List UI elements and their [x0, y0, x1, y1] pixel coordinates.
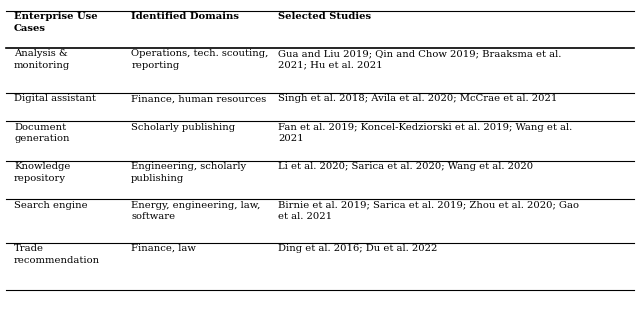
Text: Finance, human resources: Finance, human resources [131, 94, 266, 103]
Text: Engineering, scholarly
publishing: Engineering, scholarly publishing [131, 162, 246, 183]
Text: Fan et al. 2019; Koncel-Kedziorski et al. 2019; Wang et al.
2021: Fan et al. 2019; Koncel-Kedziorski et al… [278, 123, 573, 143]
Text: Analysis &
monitoring: Analysis & monitoring [14, 49, 70, 70]
Text: Enterprise Use
Cases: Enterprise Use Cases [14, 12, 98, 33]
Text: Digital assistant: Digital assistant [14, 94, 96, 103]
Text: Knowledge
repository: Knowledge repository [14, 162, 70, 183]
Text: Operations, tech. scouting,
reporting: Operations, tech. scouting, reporting [131, 49, 269, 70]
Text: Finance, law: Finance, law [131, 244, 196, 253]
Text: Ding et al. 2016; Du et al. 2022: Ding et al. 2016; Du et al. 2022 [278, 244, 438, 253]
Text: Singh et al. 2018; Avila et al. 2020; McCrae et al. 2021: Singh et al. 2018; Avila et al. 2020; Mc… [278, 94, 558, 103]
Text: Selected Studies: Selected Studies [278, 12, 372, 21]
Text: Scholarly publishing: Scholarly publishing [131, 123, 236, 132]
Text: Li et al. 2020; Sarica et al. 2020; Wang et al. 2020: Li et al. 2020; Sarica et al. 2020; Wang… [278, 162, 534, 171]
Text: Gua and Liu 2019; Qin and Chow 2019; Braaksma et al.
2021; Hu et al. 2021: Gua and Liu 2019; Qin and Chow 2019; Bra… [278, 49, 562, 70]
Text: Birnie et al. 2019; Sarica et al. 2019; Zhou et al. 2020; Gao
et al. 2021: Birnie et al. 2019; Sarica et al. 2019; … [278, 201, 579, 221]
Text: Trade
recommendation: Trade recommendation [14, 244, 100, 265]
Text: Search engine: Search engine [14, 201, 88, 210]
Text: Energy, engineering, law,
software: Energy, engineering, law, software [131, 201, 260, 221]
Text: Identified Domains: Identified Domains [131, 12, 239, 21]
Text: Document
generation: Document generation [14, 123, 70, 143]
